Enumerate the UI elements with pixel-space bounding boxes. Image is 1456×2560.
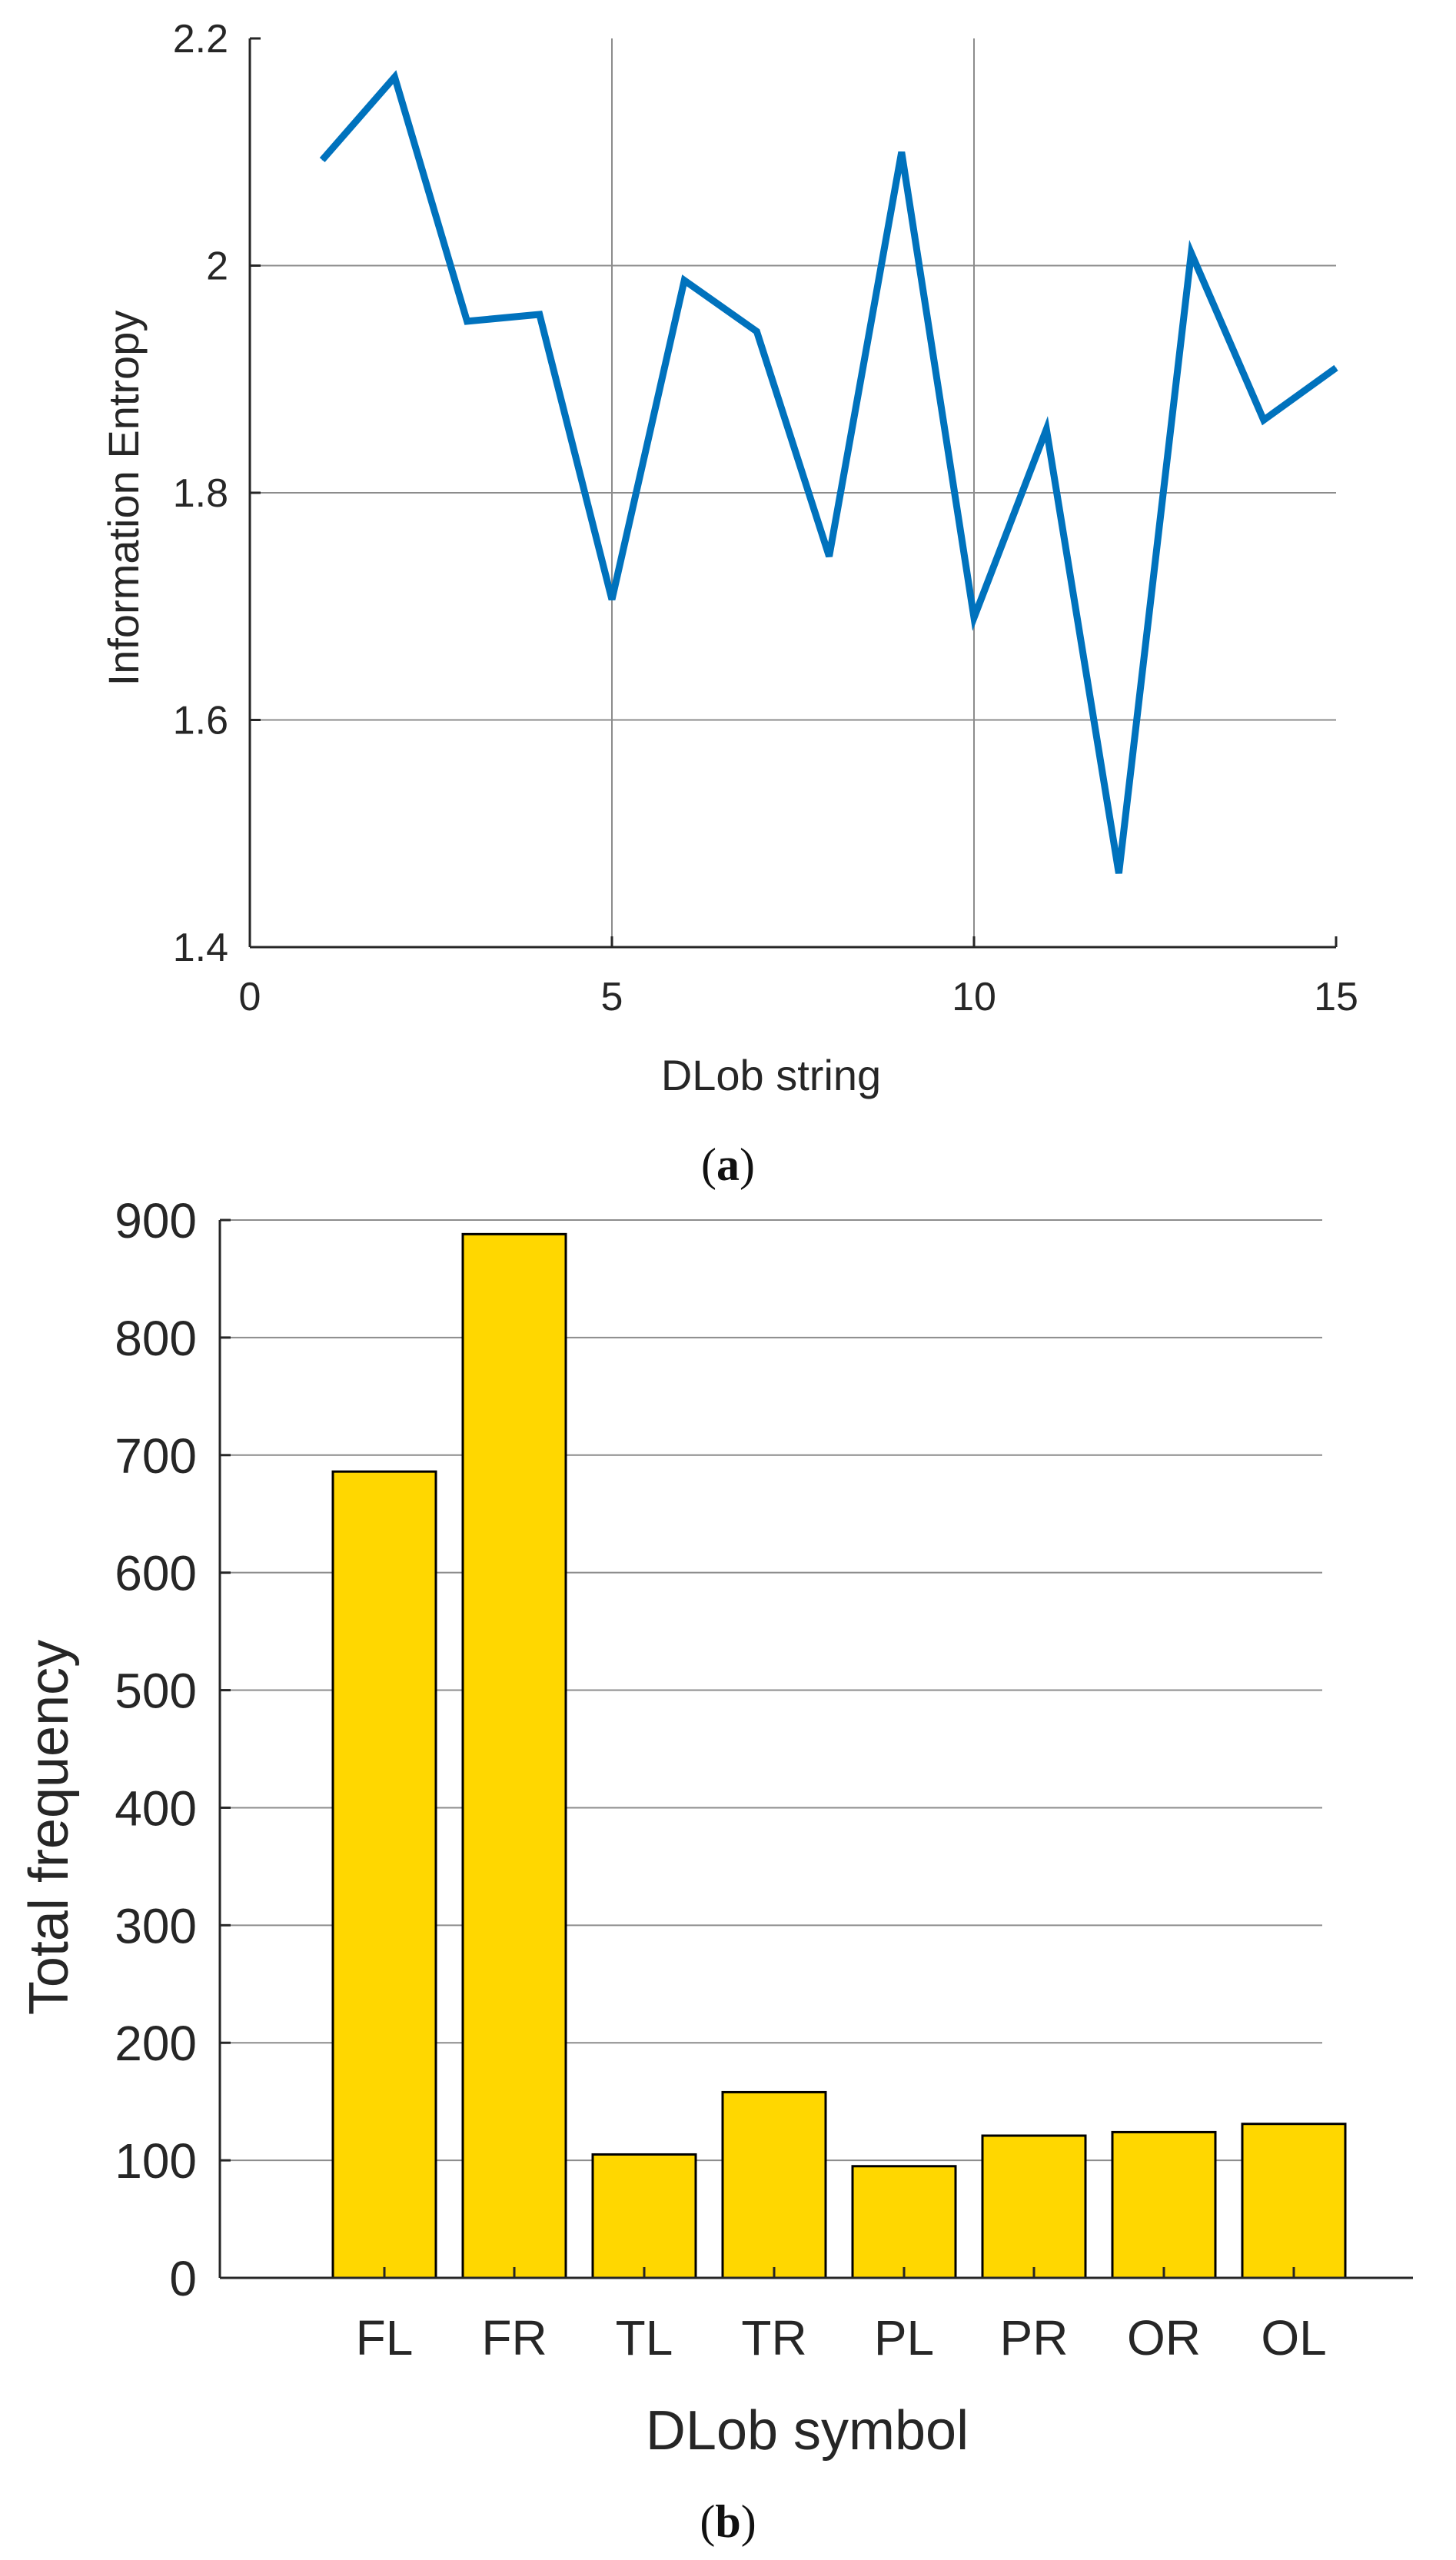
bar <box>331 1470 437 2279</box>
bar <box>461 1232 567 2279</box>
bar <box>591 2153 697 2279</box>
line-chart-data-point <box>321 159 323 161</box>
bar <box>1241 2123 1347 2279</box>
bar <box>981 2134 1087 2279</box>
line-chart-panel: 0 5 10 15 1.4 1.6 1.8 2 2.2 DLob string Informa… <box>99 17 1358 1190</box>
line-chart-grid <box>250 38 1336 947</box>
line-chart-x-tick-label: 0 <box>239 975 261 1019</box>
bar-chart-y-tick-label: 400 <box>115 1780 197 1836</box>
bar <box>851 2165 957 2279</box>
bar-chart-caption: (b) <box>700 2496 756 2547</box>
bar-chart-x-tick-label: PR <box>1000 2310 1069 2366</box>
line-chart-x-axis-label: DLob string <box>661 1051 881 1099</box>
line-chart-data-point <box>1045 428 1047 430</box>
bar-chart-y-tick-label: 900 <box>115 1193 197 1248</box>
bar-chart-x-tick-label: FR <box>481 2310 547 2366</box>
line-chart-x-tick-labels: 0 5 10 15 <box>239 936 1358 1019</box>
line-chart-data-point <box>756 331 757 332</box>
bar-chart-y-tick-label: 100 <box>115 2133 197 2189</box>
bar-chart-y-tick-label: 600 <box>115 1546 197 1601</box>
line-chart-x-tick-label: 10 <box>952 975 996 1019</box>
bar <box>721 2090 827 2279</box>
line-chart-data-point <box>539 314 540 315</box>
bar-chart-axes <box>218 1220 1413 2279</box>
bar-chart-y-tick-label: 500 <box>115 1664 197 1719</box>
bar-chart-x-axis-label: DLob symbol <box>646 2400 969 2462</box>
bar-chart-y-axis-label: Total frequency <box>18 1640 80 2015</box>
line-chart-data-point <box>611 599 613 600</box>
bar-chart-y-tick-label: 800 <box>115 1311 197 1366</box>
line-chart-y-tick-labels: 1.4 1.6 1.8 2 2.2 <box>173 17 261 970</box>
line-chart-y-tick-label: 1.8 <box>173 471 228 516</box>
line-chart-y-tick-label: 1.4 <box>173 926 228 970</box>
line-chart-data-point <box>901 151 903 153</box>
bar-chart-x-tick-label: PL <box>874 2310 934 2366</box>
line-chart-x-tick-label: 5 <box>601 975 623 1019</box>
line-chart-y-tick-label: 2.2 <box>173 17 228 62</box>
line-chart-y-tick-label: 1.6 <box>173 699 228 743</box>
line-chart-data-point <box>1335 367 1337 368</box>
line-chart-x-tick-label: 15 <box>1314 975 1358 1019</box>
line-chart-y-axis-label: Information Entropy <box>99 311 148 687</box>
line-chart-caption: (a) <box>701 1139 755 1190</box>
bar-chart-y-tick-labels: 0 100 200 300 400 500 600 700 800 900 <box>115 1193 231 2306</box>
line-chart-data-point <box>1263 419 1265 421</box>
bar-chart-bars <box>331 1232 1347 2279</box>
bar-chart-x-tick-label: FL <box>356 2310 414 2366</box>
line-chart-y-tick-label: 2 <box>206 244 228 289</box>
bar-chart-x-tick-label: TL <box>616 2310 673 2366</box>
line-chart-data-point <box>394 76 395 78</box>
line-chart-series-line <box>319 70 1338 874</box>
line-chart-data-point <box>1191 252 1192 254</box>
bar <box>1111 2130 1217 2279</box>
line-chart-data-point <box>683 280 685 281</box>
line-chart-series <box>319 70 1338 874</box>
bar-chart-y-tick-label: 300 <box>115 1898 197 1953</box>
bar-chart-y-tick-label: 0 <box>169 2251 197 2306</box>
bar-chart-y-tick-label: 700 <box>115 1428 197 1484</box>
bar-chart-panel: FL FR TL TR PL PR OR OL 0 100 200 300 400 500 600 700 8… <box>18 1193 1413 2547</box>
bar-chart-x-tick-labels: FL FR TL TR PL PR OR OL <box>356 2267 1327 2366</box>
bar-chart-x-tick-label: TR <box>741 2310 806 2366</box>
bar-chart-y-tick-label: 200 <box>115 2016 197 2071</box>
bar-chart-x-tick-label: OL <box>1261 2310 1326 2366</box>
bar-chart-x-tick-label: OR <box>1127 2310 1201 2366</box>
line-chart-data-point <box>973 617 975 619</box>
